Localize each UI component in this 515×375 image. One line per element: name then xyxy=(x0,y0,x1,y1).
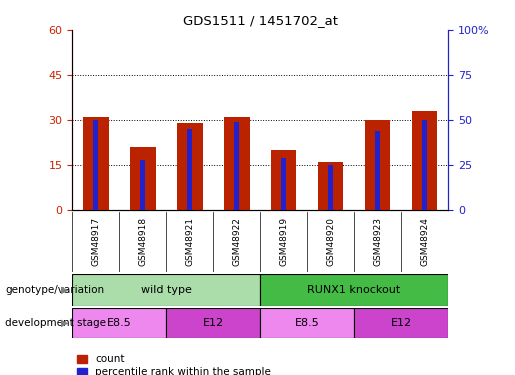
Bar xyxy=(375,131,381,210)
Bar xyxy=(328,165,333,210)
Bar xyxy=(260,274,448,306)
Text: genotype/variation: genotype/variation xyxy=(5,285,104,295)
Bar xyxy=(93,120,98,210)
Text: GSM48923: GSM48923 xyxy=(373,217,382,266)
Text: wild type: wild type xyxy=(141,285,192,295)
Text: GSM48918: GSM48918 xyxy=(138,217,147,266)
Bar xyxy=(271,150,297,210)
Legend: count, percentile rank within the sample: count, percentile rank within the sample xyxy=(77,354,271,375)
Text: development stage: development stage xyxy=(5,318,106,327)
Bar xyxy=(260,308,354,338)
Bar xyxy=(411,111,437,210)
Text: E8.5: E8.5 xyxy=(107,318,131,327)
Text: GSM48921: GSM48921 xyxy=(185,217,194,266)
Text: GSM48917: GSM48917 xyxy=(91,217,100,266)
Bar xyxy=(365,120,390,210)
Text: E8.5: E8.5 xyxy=(295,318,319,327)
Bar xyxy=(187,129,193,210)
Text: ▶: ▶ xyxy=(61,318,68,327)
Bar xyxy=(72,274,260,306)
Bar xyxy=(354,308,448,338)
Text: RUNX1 knockout: RUNX1 knockout xyxy=(307,285,401,295)
Bar xyxy=(234,122,239,210)
Text: E12: E12 xyxy=(390,318,411,327)
Bar xyxy=(130,147,156,210)
Bar xyxy=(318,162,344,210)
Text: GSM48919: GSM48919 xyxy=(279,217,288,266)
Bar xyxy=(177,123,202,210)
Bar xyxy=(166,308,260,338)
Bar xyxy=(140,160,145,210)
Text: ▶: ▶ xyxy=(61,285,68,295)
Bar xyxy=(72,308,166,338)
Bar xyxy=(281,158,286,210)
Text: GSM48920: GSM48920 xyxy=(326,217,335,266)
Text: E12: E12 xyxy=(202,318,224,327)
Text: GSM48924: GSM48924 xyxy=(420,217,429,266)
Bar xyxy=(224,117,249,210)
Bar xyxy=(83,117,109,210)
Bar xyxy=(422,120,427,210)
Title: GDS1511 / 1451702_at: GDS1511 / 1451702_at xyxy=(183,15,337,27)
Text: GSM48922: GSM48922 xyxy=(232,217,241,266)
